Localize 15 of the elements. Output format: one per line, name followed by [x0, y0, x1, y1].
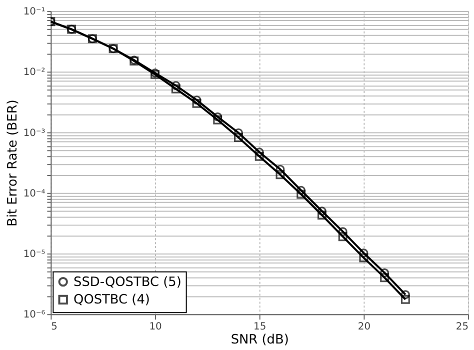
x-axis-title: SNR (dB) [230, 332, 289, 348]
legend-label: SSD-QOSTBC (5) [74, 274, 182, 290]
x-tick-label: 5 [51, 322, 58, 333]
y-tick-label: 10⁻² [23, 67, 46, 78]
y-tick-label: 10⁻⁶ [23, 310, 46, 321]
legend-label: QOSTBC (4) [74, 292, 150, 308]
y-tick-label: 10⁻⁵ [23, 248, 46, 260]
y-axis-title: Bit Error Rate (BER) [5, 100, 20, 227]
y-tick-label: 10⁻¹ [23, 6, 46, 18]
y-tick-label: 10⁻⁴ [23, 188, 46, 200]
x-tick-label: 20 [358, 322, 371, 333]
x-tick-label: 10 [149, 322, 162, 333]
y-tick-label: 10⁻³ [23, 128, 46, 139]
x-tick-label: 25 [456, 322, 469, 333]
x-tick-label: 15 [254, 322, 266, 333]
